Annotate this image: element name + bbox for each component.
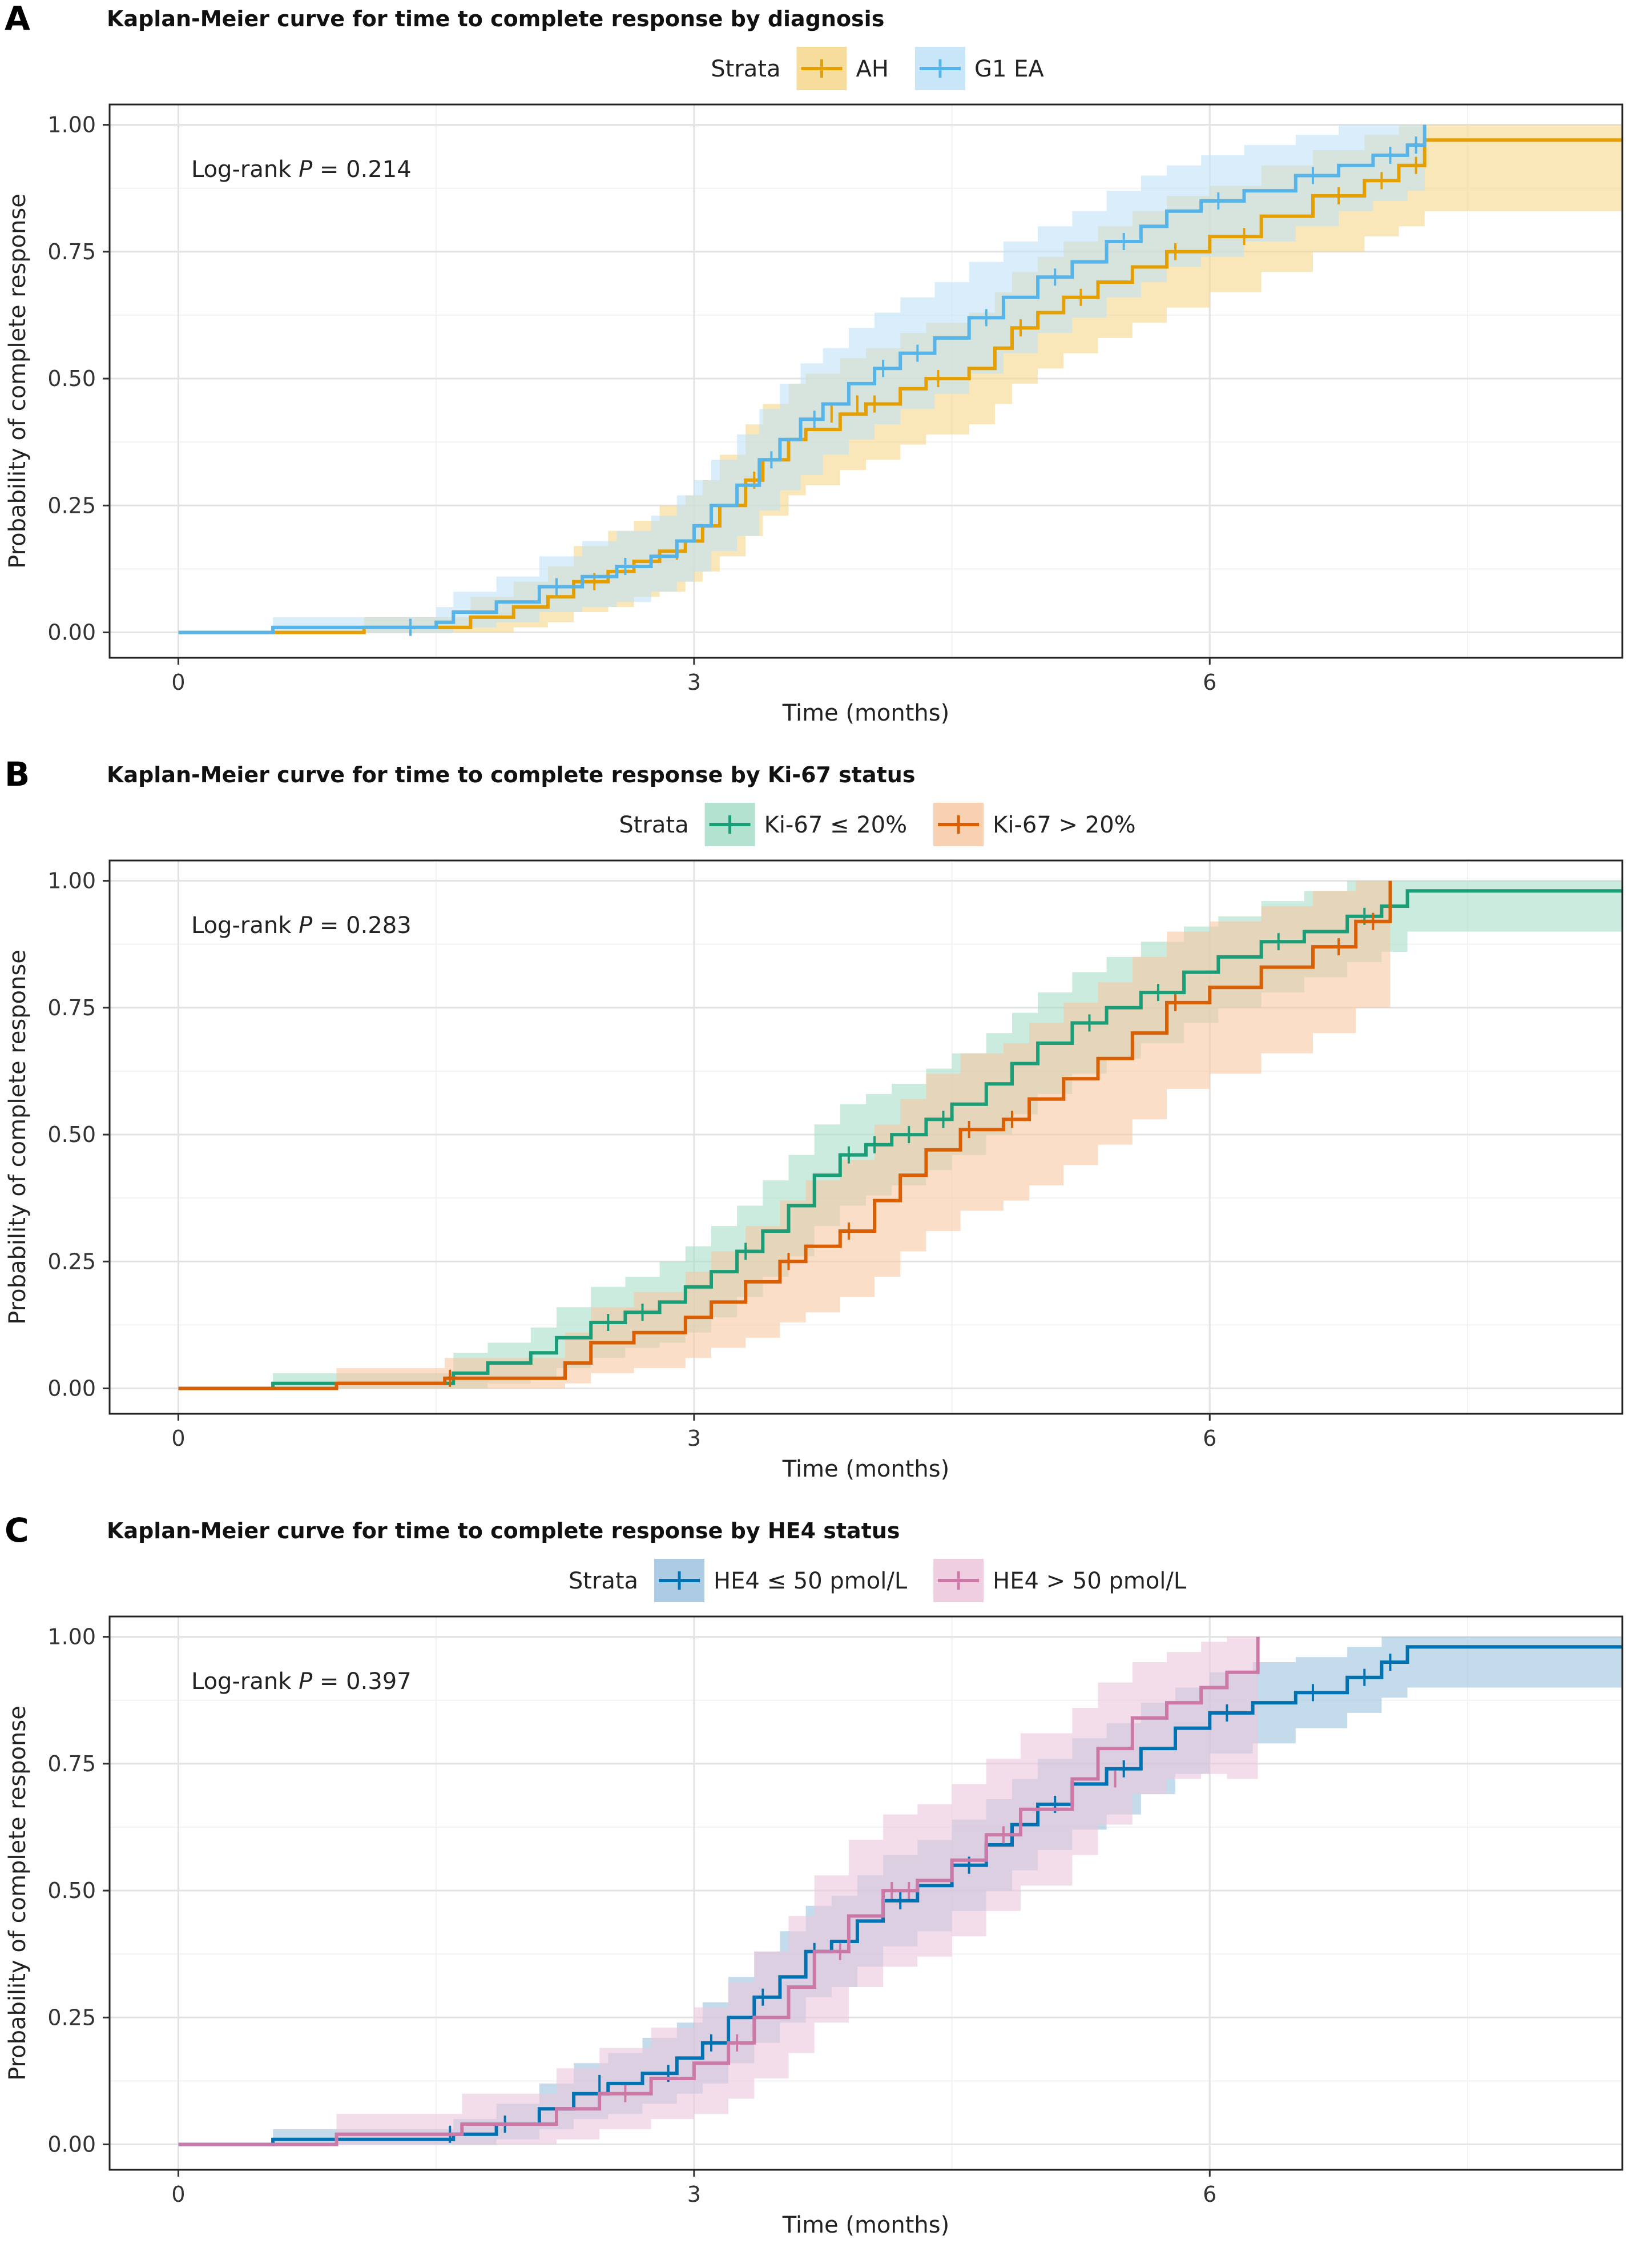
confidence-band-ki-67-20 [178,880,1391,1389]
plot-frame [108,1615,1623,2171]
x-tick-label: 6 [1203,670,1216,695]
series-he4-50-pmol-l [178,1636,1260,2146]
km-curve-line [178,889,1622,1390]
legend: Strata AH G1 EA [711,47,1044,90]
plot-frame [108,859,1623,1415]
y-tick-label: 1.00 [47,868,96,894]
log-rank-annotation: Log-rank P = 0.397 [191,1668,412,1695]
panel-label: A [5,0,30,38]
panel-label: C [5,1512,29,1550]
confidence-band-he4-50-pmol-l [178,1636,1258,2145]
confidence-band-g1-ea [178,124,1425,633]
legend-label: G1 EA [974,56,1044,82]
y-axis-label: Probability of complete response [5,1706,31,2081]
legend-item-he4-50-pmol-l: HE4 > 50 pmol/L [933,1559,1187,1602]
x-tick-label: 3 [687,670,701,695]
y-tick-label: 0.00 [47,620,96,645]
km-curve-line [178,880,1392,1390]
x-tick-label: 3 [687,2182,701,2207]
x-tick-label: 6 [1203,2182,1216,2207]
x-tick-label: 6 [1203,1426,1216,1451]
x-tick-label: 3 [687,1426,701,1451]
legend: Strata HE4 ≤ 50 pmol/L HE4 > 50 pmol/L [569,1559,1187,1602]
chart-title: Kaplan-Meier curve for time to complete … [107,762,915,787]
y-tick-label: 1.00 [47,1624,96,1650]
legend-title: Strata [569,1568,638,1594]
km-curve-line [178,124,1426,634]
y-tick-label: 0.75 [47,1751,96,1776]
y-tick-label: 0.75 [47,995,96,1020]
km-curve-line [178,138,1622,634]
panel-b: B Kaplan-Meier curve for time to complete… [0,756,1628,1512]
y-axis-label: Probability of complete response [5,950,31,1325]
legend-label: Ki-67 ≤ 20% [764,812,908,838]
legend-item-g1-ea: G1 EA [914,47,1044,90]
legend-label: Ki-67 > 20% [993,812,1136,838]
y-axis-label: Probability of complete response [5,194,31,569]
chart-title: Kaplan-Meier curve for time to complete … [107,6,884,31]
log-rank-annotation: Log-rank P = 0.214 [191,156,412,183]
panel-label: B [5,756,30,794]
chart-svg: C Kaplan-Meier curve for time to complete… [5,1512,1623,2238]
y-tick-label: 0.25 [47,493,96,518]
series-ki-67-20 [178,880,1392,1390]
y-tick-label: 1.00 [47,112,96,138]
x-tick-label: 0 [171,670,185,695]
legend-title: Strata [619,812,688,838]
x-tick-label: 0 [171,1426,185,1451]
chart-svg: A Kaplan-Meier curve for time to complete… [5,0,1623,726]
legend-label: AH [856,56,888,82]
plot-frame [108,103,1623,659]
km-curve-line [178,1636,1260,2146]
legend: Strata Ki-67 ≤ 20% Ki-67 > 20% [619,803,1136,846]
panel-c: C Kaplan-Meier curve for time to complete… [0,1512,1628,2268]
y-tick-label: 0.00 [47,2132,96,2157]
y-tick-label: 0.50 [47,1122,96,1147]
y-tick-label: 0.25 [47,2005,96,2030]
panel-a: A Kaplan-Meier curve for time to complete… [0,0,1628,756]
log-rank-annotation: Log-rank P = 0.283 [191,912,412,939]
y-tick-label: 0.50 [47,1878,96,1903]
chart-svg: B Kaplan-Meier curve for time to complete… [5,756,1623,1482]
series-g1-ea [178,124,1426,636]
legend-item-ah: AH [796,47,889,90]
legend-label: HE4 ≤ 50 pmol/L [714,1568,908,1594]
y-tick-label: 0.25 [47,1249,96,1274]
y-tick-label: 0.50 [47,366,96,391]
x-axis-label: Time (months) [782,700,949,726]
y-tick-label: 0.75 [47,239,96,264]
legend-label: HE4 > 50 pmol/L [993,1568,1187,1594]
y-tick-label: 0.00 [47,1376,96,1401]
x-axis-label: Time (months) [782,1456,949,1482]
x-tick-label: 0 [171,2182,185,2207]
legend-title: Strata [711,56,780,82]
legend-item-he4-50-pmol-l: HE4 ≤ 50 pmol/L [654,1559,908,1602]
legend-item-ki-67-20: Ki-67 > 20% [933,803,1136,846]
legend-item-ki-67-20: Ki-67 ≤ 20% [704,803,908,846]
x-axis-label: Time (months) [782,2212,949,2238]
chart-title: Kaplan-Meier curve for time to complete … [107,1518,900,1543]
